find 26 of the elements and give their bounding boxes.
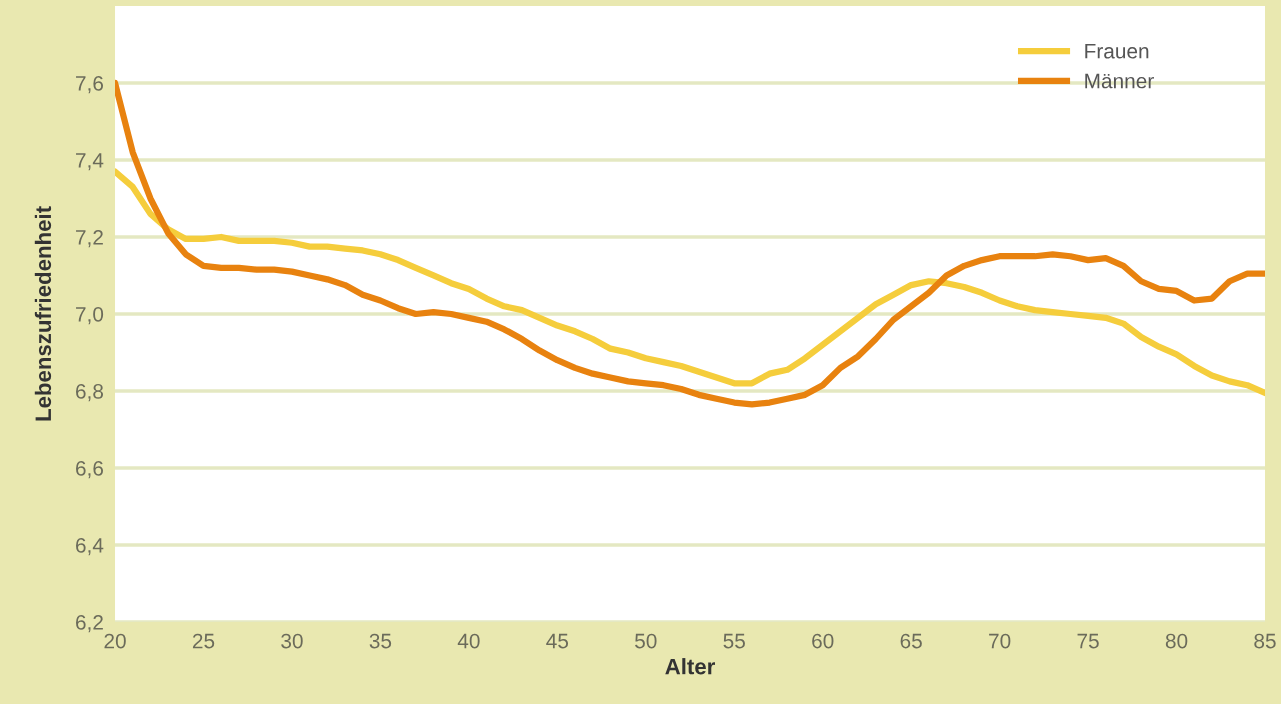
y-tick-label: 6,4: [76, 537, 104, 556]
x-tick-label: 60: [812, 633, 834, 649]
x-axis-title: Alter: [665, 658, 715, 675]
legend-label: Frauen: [1085, 43, 1149, 59]
x-tick-label: 65: [900, 633, 922, 649]
y-tick-label: 7,2: [76, 229, 103, 248]
x-tick-label: 50: [635, 633, 657, 649]
y-tick-label: 7,0: [76, 306, 104, 325]
x-tick-label: 30: [281, 633, 303, 649]
x-tick-label: 85: [1254, 633, 1276, 649]
y-tick-label: 6,2: [76, 614, 103, 633]
legend-label: Männer: [1085, 73, 1154, 89]
x-tick-label: 55: [723, 633, 745, 649]
y-axis-title: Lebenszufriedenheit: [34, 206, 52, 421]
x-tick-label: 40: [457, 633, 480, 649]
x-tick-label: 35: [369, 633, 392, 649]
x-tick-label: 45: [546, 633, 569, 649]
x-tick-label: 75: [1077, 633, 1099, 649]
y-tick-label: 7,4: [76, 153, 104, 171]
x-tick-label: 25: [192, 633, 215, 649]
x-tick-label: 20: [104, 633, 126, 649]
y-tick-label: 6,8: [76, 383, 104, 402]
x-tick-label: 80: [1165, 633, 1188, 649]
y-tick-label: 6,6: [76, 460, 104, 479]
x-tick-label: 70: [989, 633, 1011, 649]
y-tick-label: 7,6: [76, 75, 104, 94]
